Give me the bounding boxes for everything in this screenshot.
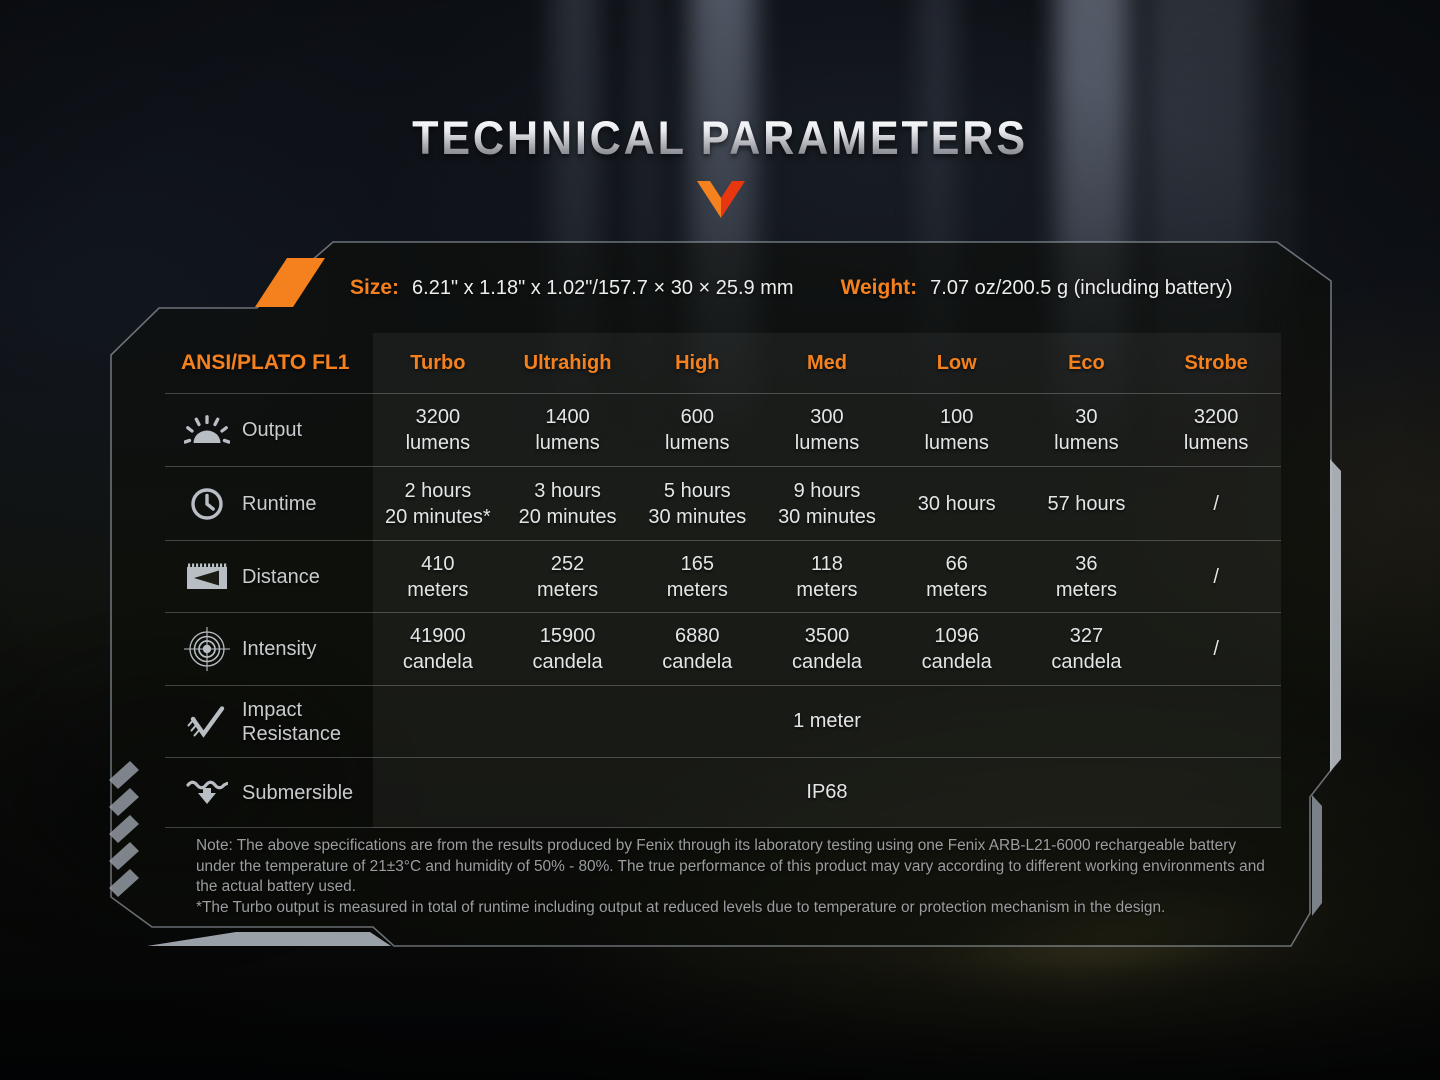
- table-cell: 2 hours 20 minutes*: [373, 466, 503, 540]
- table-cell: 300 lumens: [762, 393, 892, 466]
- size-value: 6.21" x 1.18" x 1.02"/157.7 × 30 × 25.9 …: [412, 277, 794, 299]
- table-cell: 3200 lumens: [373, 393, 503, 466]
- row-label-text: Submersible: [242, 781, 354, 804]
- chevron-down-icon: [697, 181, 745, 218]
- table-cell: 3200 lumens: [1151, 393, 1281, 466]
- column-header-eco: Eco: [1068, 351, 1105, 374]
- dimensions-row: Size: 6.21" x 1.18" x 1.02"/157.7 × 30 ×…: [350, 276, 1233, 300]
- row-label-text: Intensity: [242, 638, 317, 660]
- row-label-impact-resistance: Impact Resistance: [165, 685, 373, 757]
- table-cell: 5 hours 30 minutes: [632, 466, 763, 540]
- clock-icon: [182, 486, 232, 522]
- impact-resistance-icon: [182, 704, 232, 740]
- row-label-runtime: Runtime: [165, 466, 373, 540]
- table-cell: 1096 candela: [891, 612, 1022, 685]
- table-cell: 600 lumens: [632, 393, 763, 466]
- footnote: Note: The above specifications are from …: [196, 836, 1276, 918]
- column-header-med: Med: [806, 351, 847, 374]
- weight-value: 7.07 oz/200.5 g (including battery): [930, 277, 1233, 299]
- weight-label: Weight:: [840, 276, 918, 299]
- row-label-text: Distance: [242, 565, 320, 588]
- table-cell: /: [1151, 466, 1281, 540]
- table-cell: /: [1151, 540, 1281, 612]
- orange-corner-accent: [255, 258, 325, 307]
- table-cell: 100 lumens: [891, 393, 1022, 466]
- column-header-high: High: [675, 351, 720, 374]
- page-title: TECHNICAL PARAMETERS: [58, 110, 1383, 165]
- table-cell: 30 lumens: [1021, 393, 1152, 466]
- size-label: Size:: [350, 276, 400, 299]
- parameters-table: ANSI/PLATO FL1 Turbo Ultrahigh High Med …: [165, 333, 1281, 828]
- footnote-paragraph: *The Turbo output is measured in total o…: [196, 898, 1166, 916]
- footnote-paragraph: Note: The above specifications are from …: [196, 837, 1265, 896]
- table-cell: 165 meters: [632, 540, 763, 612]
- row-label-text: Impact Resistance: [242, 698, 341, 745]
- row-label-output: Output: [165, 393, 373, 466]
- column-header-turbo: Turbo: [410, 351, 466, 374]
- table-cell: 30 hours: [891, 466, 1022, 540]
- table-cell: 3 hours 20 minutes: [502, 466, 633, 540]
- column-header-low: Low: [936, 351, 977, 374]
- table-cell: /: [1151, 612, 1281, 685]
- row-label-intensity: Intensity: [165, 612, 373, 685]
- row-label-submersible: Submersible: [165, 757, 373, 828]
- table-cell: 9 hours 30 minutes: [762, 466, 892, 540]
- table-cell: 118 meters: [762, 540, 892, 612]
- column-header-strobe: Strobe: [1184, 351, 1248, 374]
- right-accent-bar-lower: [1312, 795, 1322, 916]
- submersible-water-icon: [182, 777, 232, 809]
- table-cell: 6880 candela: [632, 612, 763, 685]
- column-header-ultrahigh: Ultrahigh: [523, 351, 612, 374]
- impact-resistance-value: 1 meter: [373, 685, 1281, 757]
- sun-output-icon: [182, 414, 232, 446]
- bottom-left-gray-bar: [147, 932, 391, 946]
- table-cell: 252 meters: [502, 540, 633, 612]
- submersible-value: IP68: [373, 757, 1281, 828]
- row-label-distance: Distance: [165, 540, 373, 612]
- table-cell: 15900 candela: [502, 612, 633, 685]
- row-label-text: Runtime: [242, 492, 317, 515]
- table-cell: 36 meters: [1021, 540, 1152, 612]
- right-accent-bar-upper: [1330, 459, 1341, 772]
- table-cell: 1400 lumens: [502, 393, 633, 466]
- table-corner-label: ANSI/PLATO FL1: [181, 351, 350, 374]
- target-intensity-icon: [182, 626, 232, 672]
- table-cell: 66 meters: [891, 540, 1022, 612]
- beam-distance-icon: [182, 560, 232, 594]
- table-cell: 41900 candela: [373, 612, 503, 685]
- row-label-text: Output: [242, 419, 303, 441]
- table-cell: 410 meters: [373, 540, 503, 612]
- table-cell: 57 hours: [1021, 466, 1152, 540]
- table-cell: 3500 candela: [762, 612, 892, 685]
- table-cell: 327 candela: [1021, 612, 1152, 685]
- data-columns-backdrop: [373, 333, 1281, 828]
